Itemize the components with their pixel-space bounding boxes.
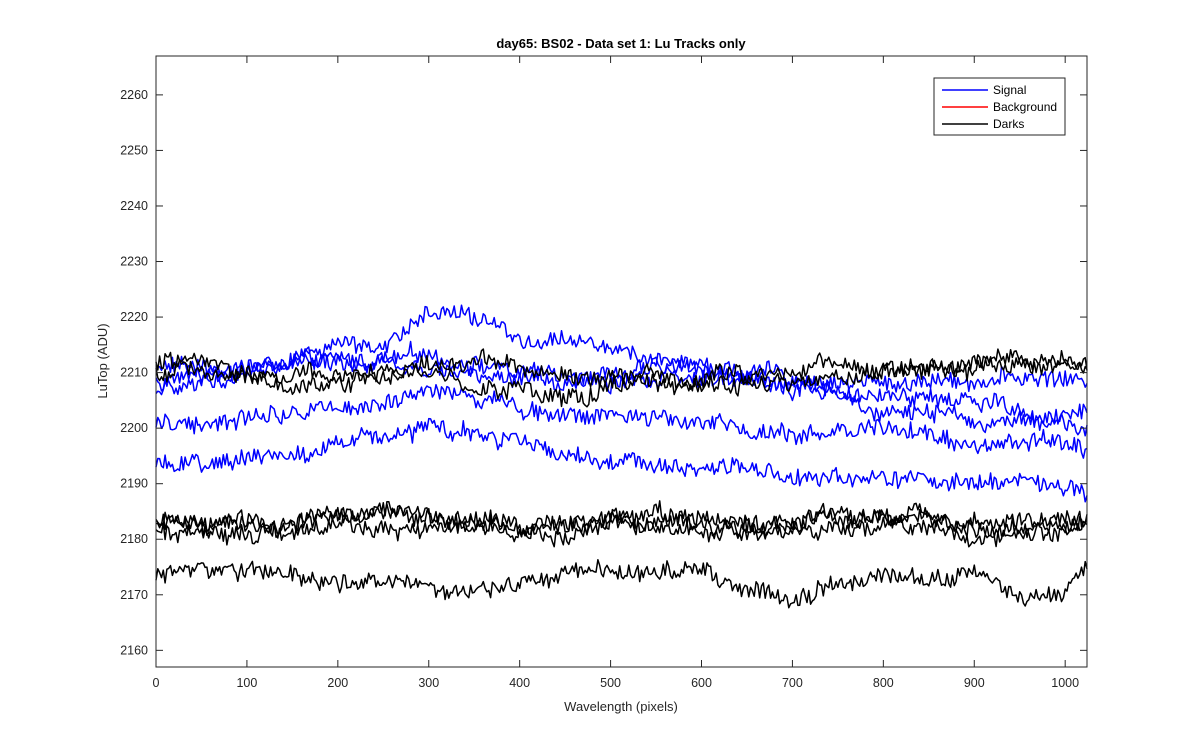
x-tick-label: 500 xyxy=(600,676,621,690)
y-tick-label: 2160 xyxy=(120,643,148,657)
legend-label-darks: Darks xyxy=(993,117,1024,131)
y-axis-label: LuTop (ADU) xyxy=(95,323,110,398)
y-tick-label: 2220 xyxy=(120,310,148,324)
x-tick-label: 600 xyxy=(691,676,712,690)
series-line-darks-7 xyxy=(155,500,1088,538)
x-tick-label: 1000 xyxy=(1051,676,1079,690)
y-tick-label: 2190 xyxy=(120,477,148,491)
y-tick-label: 2170 xyxy=(120,588,148,602)
series-line-darks-6 xyxy=(155,348,1088,408)
plot-border xyxy=(155,55,1088,668)
y-tick-label: 2250 xyxy=(120,143,148,157)
y-tick-label: 2260 xyxy=(120,88,148,102)
x-tick-label: 200 xyxy=(327,676,348,690)
x-tick-label: 400 xyxy=(509,676,530,690)
x-axis-ticks: 0 100 200 300 400 500 600 700 800 900 1000 xyxy=(153,56,1079,690)
y-axis-ticks: 2160 2170 2180 2190 2200 2210 2220 2230 2240 2250… xyxy=(120,88,1087,657)
series-line-signal-1 xyxy=(155,304,1088,434)
series-line-signal-2 xyxy=(155,350,1088,437)
y-tick-label: 2200 xyxy=(120,421,148,435)
x-tick-label: 100 xyxy=(236,676,257,690)
series-line-darks-10 xyxy=(155,559,1088,609)
series-line-darks-9 xyxy=(155,502,1088,539)
series-line-signal-4 xyxy=(155,417,1088,503)
series-layer xyxy=(155,304,1088,609)
y-tick-label: 2180 xyxy=(120,532,148,546)
series-line-darks-8 xyxy=(155,514,1088,548)
x-tick-label: 700 xyxy=(782,676,803,690)
y-tick-label: 2240 xyxy=(120,199,148,213)
x-tick-label: 800 xyxy=(873,676,894,690)
y-tick-label: 2230 xyxy=(120,255,148,269)
x-axis-label: Wavelength (pixels) xyxy=(564,699,678,714)
series-line-signal-3 xyxy=(155,383,1088,459)
legend-label-background: Background xyxy=(993,100,1057,114)
chart-title: day65: BS02 - Data set 1: Lu Tracks only xyxy=(496,36,746,51)
x-tick-label: 0 xyxy=(153,676,160,690)
legend-label-signal: Signal xyxy=(993,83,1026,97)
legend: Signal Background Darks xyxy=(933,77,1066,136)
x-tick-label: 900 xyxy=(964,676,985,690)
x-tick-label: 300 xyxy=(418,676,439,690)
series-line-darks-5 xyxy=(155,348,1088,391)
y-tick-label: 2210 xyxy=(120,366,148,380)
